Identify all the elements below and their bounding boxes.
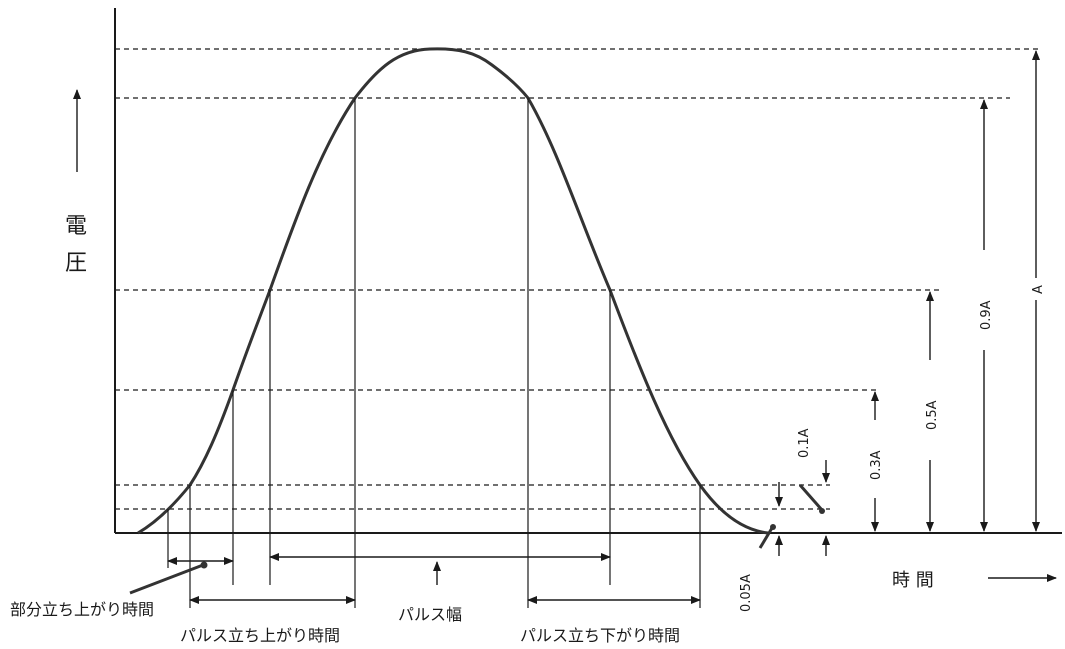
level-label-0.5A: 0.5A bbox=[925, 400, 940, 430]
drop-lines bbox=[167, 98, 701, 608]
pulse-rise-time-label: パルス立ち上がり時間 bbox=[180, 626, 340, 645]
level-label-A: A bbox=[1031, 285, 1046, 294]
y-axis-label-2: 圧 bbox=[65, 251, 87, 276]
pointer-01A bbox=[798, 484, 824, 511]
pulse-width-label: パルス幅 bbox=[398, 605, 462, 624]
partial-rise-time-label: 部分立ち上がり時間 bbox=[10, 600, 154, 619]
y-axis-label-1: 電 bbox=[65, 214, 87, 239]
x-axis-label: 時 間 bbox=[892, 570, 934, 591]
pulse-fall-time-label: パルス立ち下がり時間 bbox=[520, 626, 680, 645]
level-label-0.9A: 0.9A bbox=[979, 300, 994, 330]
level-label-0.1A: 0.1A bbox=[797, 428, 812, 458]
level-label-0.05A: 0.05A bbox=[739, 574, 754, 612]
level-guides bbox=[115, 48, 1040, 510]
partial-rise-pointer bbox=[129, 563, 204, 595]
level-label-0.3A: 0.3A bbox=[869, 450, 884, 480]
pointer-005A bbox=[758, 527, 774, 549]
pulse-curve bbox=[137, 47, 769, 535]
